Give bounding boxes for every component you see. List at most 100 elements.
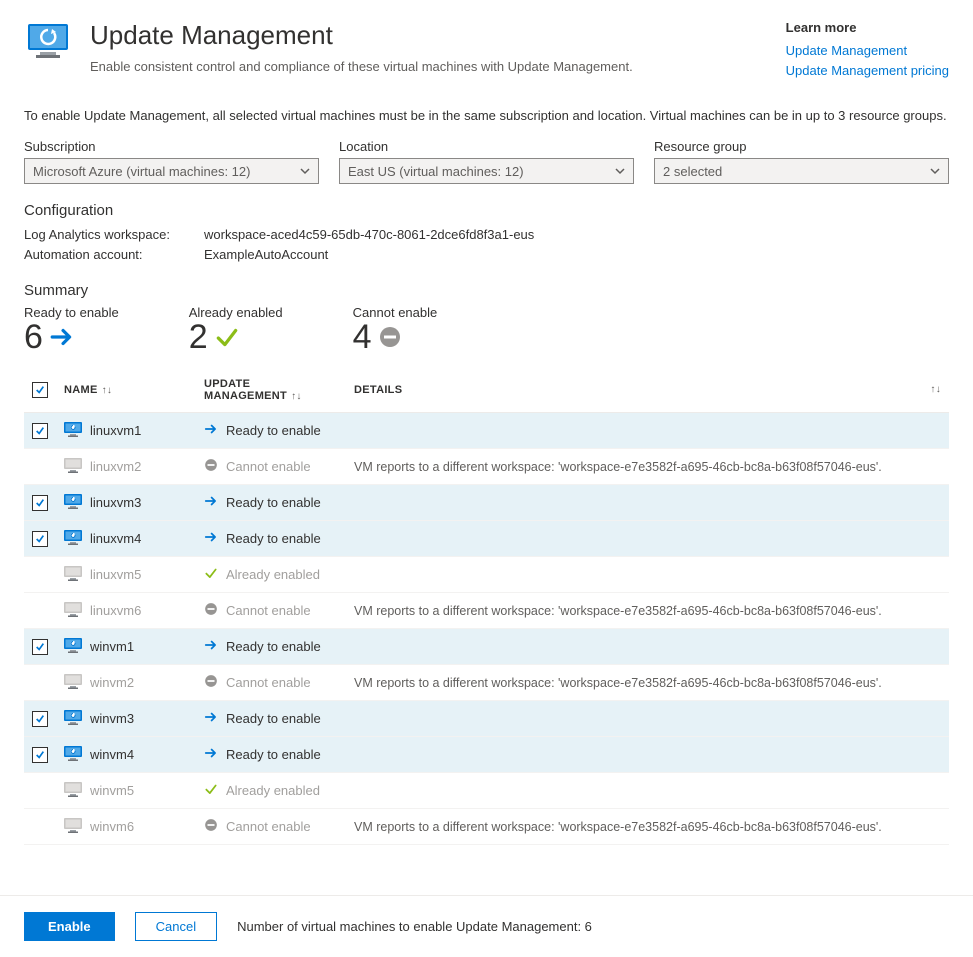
summary-already-value: 2 — [189, 320, 208, 354]
enable-button[interactable]: Enable — [24, 912, 115, 941]
workspace-label: Log Analytics workspace: — [24, 225, 204, 245]
subscription-dropdown[interactable]: Microsoft Azure (virtual machines: 12) — [24, 158, 319, 184]
footer-bar: Enable Cancel Number of virtual machines… — [0, 895, 973, 957]
location-label: Location — [339, 139, 634, 154]
vm-name: winvm4 — [90, 747, 134, 762]
name-cell: winvm1 — [56, 629, 196, 665]
subscription-label: Subscription — [24, 139, 319, 154]
table-row[interactable]: linuxvm3 Ready to enable — [24, 485, 949, 521]
status-icon — [204, 818, 218, 835]
table-row[interactable]: linuxvm5 Already enabled — [24, 557, 949, 593]
status-icon — [204, 602, 218, 619]
vm-icon — [64, 638, 82, 656]
learn-more-link-2[interactable]: Update Management pricing — [786, 61, 949, 81]
monitor-refresh-icon — [24, 20, 72, 68]
details-cell: VM reports to a different workspace: 'wo… — [346, 449, 949, 485]
table-row[interactable]: winvm1 Ready to enable — [24, 629, 949, 665]
header-left: Update Management Enable consistent cont… — [24, 20, 633, 80]
vm-name: winvm3 — [90, 711, 134, 726]
filter-row: Subscription Microsoft Azure (virtual ma… — [24, 139, 949, 184]
location-dropdown[interactable]: East US (virtual machines: 12) — [339, 158, 634, 184]
details-text: VM reports to a different workspace: 'wo… — [354, 604, 882, 618]
name-cell: winvm6 — [56, 809, 196, 845]
status-text: Ready to enable — [226, 495, 321, 510]
status-text: Ready to enable — [226, 423, 321, 438]
vm-name: linuxvm5 — [90, 567, 141, 582]
automation-row: Automation account: ExampleAutoAccount — [24, 245, 949, 265]
name-cell: winvm2 — [56, 665, 196, 701]
select-all-header — [24, 368, 56, 413]
status-icon — [204, 530, 218, 547]
status-column-header[interactable]: UPDATE MANAGEMENT↑↓ — [196, 368, 346, 413]
resource-group-dropdown[interactable]: 2 selected — [654, 158, 949, 184]
table-row[interactable]: winvm6 Cannot enable VM reports to a dif… — [24, 809, 949, 845]
status-icon — [204, 710, 218, 727]
vm-icon — [64, 530, 82, 548]
table-row[interactable]: winvm2 Cannot enable VM reports to a dif… — [24, 665, 949, 701]
status-icon — [204, 422, 218, 439]
table-row[interactable]: winvm4 Ready to enable — [24, 737, 949, 773]
learn-more-panel: Learn more Update Management Update Mana… — [786, 20, 949, 80]
vm-icon — [64, 458, 82, 476]
learn-more-heading: Learn more — [786, 20, 949, 35]
name-cell: winvm3 — [56, 701, 196, 737]
checkbox-cell — [24, 737, 56, 773]
table-row[interactable]: linuxvm1 Ready to enable — [24, 413, 949, 449]
details-cell — [346, 521, 949, 557]
name-cell: winvm4 — [56, 737, 196, 773]
table-row[interactable]: winvm3 Ready to enable — [24, 701, 949, 737]
checkbox-cell — [24, 521, 56, 557]
checkbox-cell — [24, 593, 56, 629]
resource-group-label: Resource group — [654, 139, 949, 154]
checkbox-cell — [24, 665, 56, 701]
footer-text: Number of virtual machines to enable Upd… — [237, 919, 592, 934]
table-row[interactable]: linuxvm2 Cannot enable VM reports to a d… — [24, 449, 949, 485]
minus-circle-icon — [378, 325, 402, 349]
sort-icon: ↑↓ — [930, 384, 941, 395]
details-column-header[interactable]: DETAILS↑↓ — [346, 368, 949, 413]
table-row[interactable]: linuxvm6 Cannot enable VM reports to a d… — [24, 593, 949, 629]
details-text: VM reports to a different workspace: 'wo… — [354, 820, 882, 834]
vm-name: linuxvm6 — [90, 603, 141, 618]
row-checkbox[interactable] — [32, 639, 48, 655]
cancel-button[interactable]: Cancel — [135, 912, 217, 941]
status-text: Ready to enable — [226, 747, 321, 762]
status-icon — [204, 494, 218, 511]
select-all-checkbox[interactable] — [32, 382, 48, 398]
status-text: Cannot enable — [226, 603, 311, 618]
name-column-header[interactable]: NAME↑↓ — [56, 368, 196, 413]
status-text: Already enabled — [226, 783, 320, 798]
status-text: Ready to enable — [226, 639, 321, 654]
table-row[interactable]: winvm5 Already enabled — [24, 773, 949, 809]
row-checkbox[interactable] — [32, 495, 48, 511]
row-checkbox[interactable] — [32, 747, 48, 763]
row-checkbox[interactable] — [32, 423, 48, 439]
workspace-row: Log Analytics workspace: workspace-aced4… — [24, 225, 949, 245]
details-cell: VM reports to a different workspace: 'wo… — [346, 809, 949, 845]
check-icon — [35, 642, 45, 652]
learn-more-link-1[interactable]: Update Management — [786, 41, 949, 61]
summary-already: Already enabled 2 — [189, 305, 283, 354]
details-cell — [346, 701, 949, 737]
name-cell: linuxvm5 — [56, 557, 196, 593]
vm-icon — [64, 710, 82, 728]
page-title: Update Management — [90, 20, 633, 51]
row-checkbox[interactable] — [32, 711, 48, 727]
subscription-group: Subscription Microsoft Azure (virtual ma… — [24, 139, 319, 184]
status-cell: Ready to enable — [196, 413, 346, 449]
status-cell: Ready to enable — [196, 629, 346, 665]
status-cell: Ready to enable — [196, 521, 346, 557]
vm-name: linuxvm2 — [90, 459, 141, 474]
check-icon — [35, 714, 45, 724]
status-text: Ready to enable — [226, 531, 321, 546]
summary-row: Ready to enable 6 Already enabled 2 Cann… — [24, 305, 949, 354]
summary-cannot-value: 4 — [353, 320, 372, 354]
status-cell: Cannot enable — [196, 665, 346, 701]
check-icon — [214, 324, 240, 350]
name-cell: winvm5 — [56, 773, 196, 809]
row-checkbox[interactable] — [32, 531, 48, 547]
table-row[interactable]: linuxvm4 Ready to enable — [24, 521, 949, 557]
vm-name: winvm6 — [90, 819, 134, 834]
info-text: To enable Update Management, all selecte… — [24, 108, 949, 123]
vm-icon — [64, 602, 82, 620]
